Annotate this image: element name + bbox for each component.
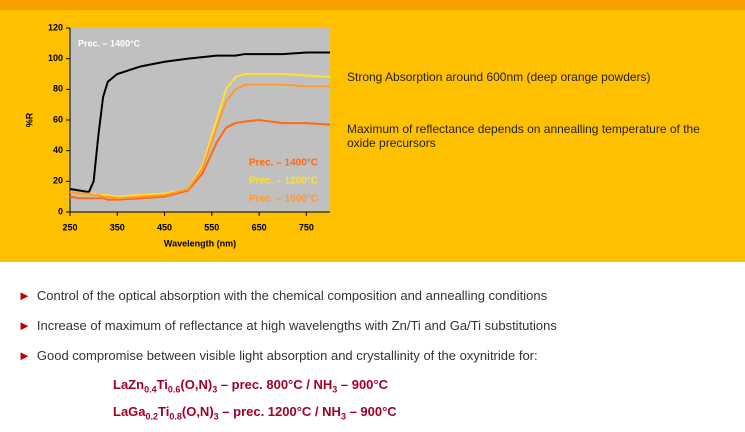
note: Strong Absorption around 600nm (deep ora… xyxy=(347,70,651,84)
subscript: 3 xyxy=(340,411,346,422)
formula-part: Ti xyxy=(158,404,170,419)
y-tick-label: 0 xyxy=(58,206,63,216)
x-axis-title: Wavelength (nm) xyxy=(164,238,236,248)
series-line xyxy=(69,51,330,194)
x-tick-label: 450 xyxy=(157,222,172,232)
series-line xyxy=(69,83,330,200)
series-label: Prec. – 1000°C xyxy=(249,194,318,205)
y-tick-label: 100 xyxy=(48,53,63,63)
formula-part: – prec. 800°C / NH xyxy=(217,377,333,392)
formula-part: (O,N) xyxy=(181,404,214,419)
plot-area xyxy=(70,28,330,212)
formula: LaGa0.2Ti0.8(O,N)3 – prec. 1200°C / NH3 … xyxy=(113,404,397,422)
x-tick-label: 650 xyxy=(252,222,267,232)
y-tick-label: 20 xyxy=(53,176,63,186)
formula: LaZn0.4Ti0.6(O,N)3 – prec. 800°C / NH3 –… xyxy=(113,377,388,395)
subscript: 3 xyxy=(213,411,219,422)
subscript: 3 xyxy=(212,384,218,395)
formula-part: LaGa xyxy=(113,404,146,419)
bullet-text: Control of the optical absorption with t… xyxy=(36,288,548,303)
formula-part: – 900°C xyxy=(345,404,397,419)
bullet-text: Increase of maximum of reflectance at hi… xyxy=(36,318,557,333)
chart: 0 20 40 60 80 100 120 250 350 450 550 650 750 Wavelen… xyxy=(24,22,331,248)
formula-part: – 900°C xyxy=(337,377,388,392)
bullet-text: Good compromise between visible light ab… xyxy=(36,348,538,363)
subscript: 0.2 xyxy=(145,411,159,422)
x-tick-label: 550 xyxy=(204,222,219,232)
formula-part: – prec. 1200°C / NH xyxy=(218,404,341,419)
y-tick-label: 120 xyxy=(48,22,63,32)
y-tick-label: 80 xyxy=(53,84,63,94)
y-axis-title: %R xyxy=(24,112,34,127)
series-label: Prec. – 1400°C xyxy=(249,158,318,169)
bullet: ► Increase of maximum of reflectance at h… xyxy=(18,318,557,333)
x-tick-label: 750 xyxy=(299,222,314,232)
subscript: 0.6 xyxy=(167,384,181,395)
note: Maximum of reflectance depends on anneal… xyxy=(347,122,700,150)
y-tick-label: 40 xyxy=(53,145,63,155)
bullet: ► Control of the optical absorption with … xyxy=(18,288,548,303)
subscript: 3 xyxy=(332,384,338,395)
formula-part: Ti xyxy=(156,377,168,392)
y-tick-label: 60 xyxy=(53,114,63,124)
x-tick-label: 250 xyxy=(62,222,77,232)
bullet: ► Good compromise between visible light a… xyxy=(18,348,538,363)
formula-part: LaZn xyxy=(113,377,145,392)
series-line xyxy=(69,118,331,201)
series-label: Prec. – 1400°C xyxy=(78,38,141,48)
series-label: Prec. – 1200°C xyxy=(249,176,318,187)
x-tick-label: 350 xyxy=(110,222,125,232)
subscript: 0.8 xyxy=(169,411,182,422)
subscript: 0.4 xyxy=(144,384,157,395)
formula-part: (O,N) xyxy=(180,377,213,392)
top-bar xyxy=(0,0,745,10)
